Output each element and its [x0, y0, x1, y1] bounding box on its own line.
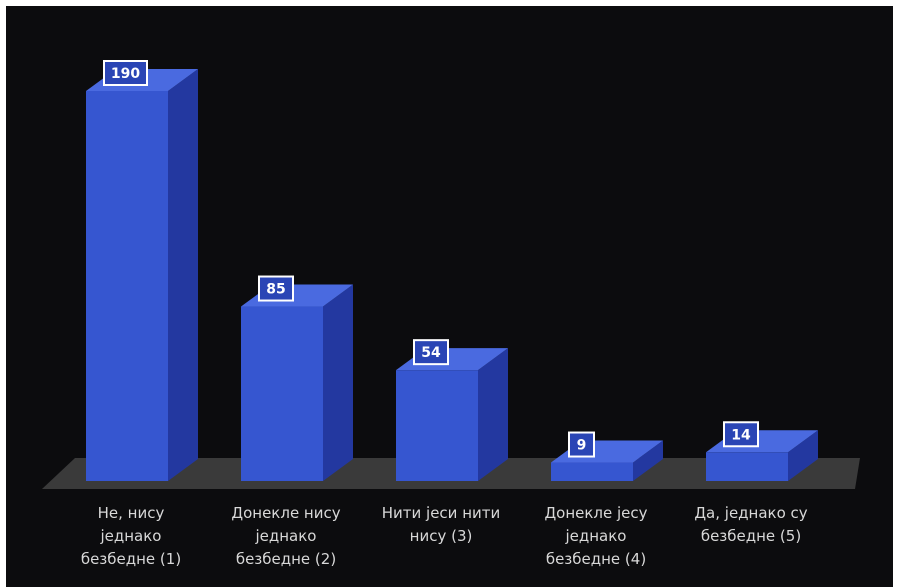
data-label-box: [568, 431, 595, 458]
bar-front: [396, 370, 478, 481]
bar-front: [241, 306, 323, 481]
bar-4: 9: [551, 431, 663, 481]
category-label: Донекле јесу: [544, 504, 647, 522]
data-label: 190: [111, 66, 140, 82]
bar-5: 14: [706, 421, 818, 481]
category-label: једнако: [564, 527, 626, 545]
bar-side: [168, 69, 198, 481]
bar-side: [323, 284, 353, 481]
category-label: безбедне (2): [236, 550, 336, 568]
bar-side: [788, 430, 818, 481]
category-label: Донекле нису: [231, 504, 340, 522]
data-label: 9: [577, 438, 587, 454]
data-label: 85: [266, 282, 285, 298]
category-label: безбедне (5): [701, 527, 801, 545]
bar-side: [478, 348, 508, 481]
bar-3: 54: [396, 339, 508, 481]
category-label: безбедне (4): [546, 550, 646, 568]
category-label: безбедне (1): [81, 550, 181, 568]
category-label: Да, једнако су: [694, 504, 807, 522]
data-label: 54: [421, 345, 441, 361]
category-label: нису (3): [410, 527, 473, 545]
category-label: једнако: [99, 527, 161, 545]
category-label: једнако: [254, 527, 316, 545]
data-label-box: [723, 421, 759, 448]
category-label: Нити јеси нити: [382, 504, 500, 522]
bar-front: [86, 91, 168, 481]
data-label: 14: [731, 427, 751, 443]
bar-1: 190: [86, 60, 198, 481]
data-label-box: [103, 60, 148, 86]
bar-side: [633, 440, 663, 481]
bar-front: [551, 462, 633, 481]
data-label-box: [413, 339, 449, 366]
data-label-box: [258, 275, 294, 302]
category-label: Не, нису: [98, 504, 165, 522]
bar-2: 85: [241, 275, 353, 481]
bar-front: [706, 452, 788, 481]
